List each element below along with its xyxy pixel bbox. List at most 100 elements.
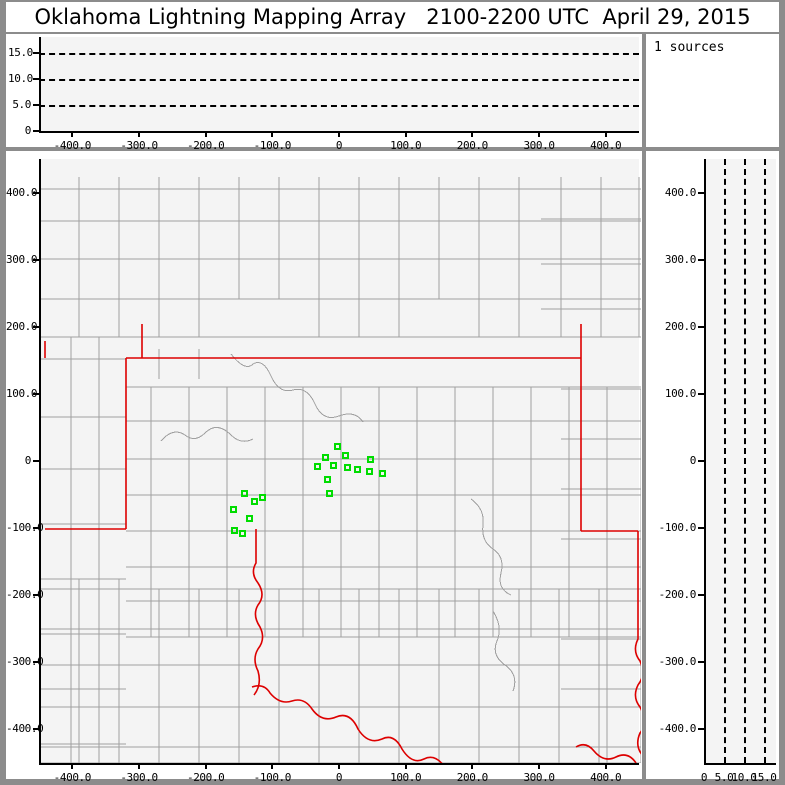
x-axis-tick-label: 0 xyxy=(700,771,708,784)
y-axis-tick-label: 200.0 xyxy=(6,319,38,333)
altitude-vs-east-west-panel[interactable]: 0 5.0 10.0 15.0 -400.0 -300.0 -200.0 -100.0 0 100… xyxy=(6,34,642,152)
x-axis-tick-label: 10.0 xyxy=(731,771,757,784)
map-geography xyxy=(41,177,641,763)
y-axis-tick-label: 400.0 xyxy=(6,185,38,199)
lma-source-marker xyxy=(314,462,322,470)
y-axis-tick-label: 100.0 xyxy=(6,386,38,400)
x-axis-tick-label: 300.0 xyxy=(523,139,555,152)
lma-source-marker xyxy=(365,467,373,475)
y-axis-tick-label: 15.0 xyxy=(8,45,33,59)
lma-source-marker xyxy=(366,456,374,464)
altitude-vs-north-south-panel[interactable]: -400.0 -300.0 -200.0 -100.0 0 100.0 200.0 300.0… xyxy=(646,151,779,784)
lma-source-marker xyxy=(322,454,330,462)
x-axis-tick xyxy=(471,763,474,769)
x-axis-tick-label: 0 xyxy=(335,139,343,152)
x-axis-tick-label: 5.0 xyxy=(714,771,734,784)
y-axis-tick xyxy=(698,325,705,328)
x-axis-tick-label: 100.0 xyxy=(390,771,422,784)
y-axis-tick-label: -400.0 xyxy=(6,722,44,736)
y-axis-tick-label: -400.0 xyxy=(658,722,697,736)
x-axis-tick-label: -300.0 xyxy=(120,139,158,152)
y-axis-tick xyxy=(33,527,40,530)
y-axis-tick-label: -100.0 xyxy=(658,521,697,535)
y-axis-tick xyxy=(698,392,705,395)
y-axis-tick xyxy=(33,594,40,597)
y-axis-tick-label: -200.0 xyxy=(658,588,697,602)
x-axis-tick xyxy=(204,763,207,769)
x-axis-tick xyxy=(538,763,540,769)
page-title: Oklahoma Lightning Mapping Array 2100-22… xyxy=(34,5,751,29)
y-axis-tick-label: 400.0 xyxy=(664,185,697,199)
y-axis-tick-label: 100.0 xyxy=(664,386,697,400)
y-axis-tick-label: 5.0 xyxy=(12,97,31,111)
x-axis-tick xyxy=(271,763,274,769)
lma-source-marker xyxy=(229,505,237,513)
y-axis-tick-label: -300.0 xyxy=(658,655,697,669)
x-axis-tick xyxy=(338,763,340,769)
x-axis-tick-label: 400.0 xyxy=(590,139,622,152)
y-axis-tick-label: 300.0 xyxy=(6,252,38,266)
y-axis-tick-label: 0 xyxy=(24,124,32,137)
y-axis-tick xyxy=(33,51,40,54)
lma-source-marker xyxy=(240,489,248,497)
y-axis-tick xyxy=(698,258,705,261)
x-axis-tick xyxy=(204,131,207,137)
x-axis-tick-label: 200.0 xyxy=(456,771,489,784)
lma-source-marker xyxy=(258,494,266,502)
x-axis-tick xyxy=(138,131,140,137)
y-axis-tick-label: 200.0 xyxy=(664,319,697,333)
altitude-vs-east-west-plot[interactable] xyxy=(39,37,639,131)
x-axis-tick xyxy=(404,131,407,137)
y-axis-tick-label: -300.0 xyxy=(6,655,44,669)
x-axis-tick-label: -100.0 xyxy=(253,771,292,784)
plan-view-map-plot[interactable] xyxy=(39,159,641,763)
title-bar: Oklahoma Lightning Mapping Array 2100-22… xyxy=(6,2,779,32)
gridline-vertical xyxy=(744,159,746,763)
y-axis-tick xyxy=(698,191,705,194)
y-axis-tick xyxy=(33,392,40,395)
y-axis-tick xyxy=(33,325,40,328)
x-axis-tick-label: 15.0 xyxy=(751,771,777,784)
y-axis-tick xyxy=(33,258,40,261)
gridline-vertical xyxy=(764,159,766,763)
lma-source-marker xyxy=(326,489,334,497)
y-axis-tick-label: 0 xyxy=(24,454,32,467)
gridline-vertical xyxy=(724,159,726,763)
plan-view-map-panel[interactable]: -400.0 -300.0 -200.0 -100.0 0 100.0 200.0 300.0… xyxy=(6,151,642,784)
lma-source-marker xyxy=(329,461,337,469)
y-axis-tick xyxy=(698,594,705,597)
lma-source-marker xyxy=(342,452,350,460)
gridline-horizontal xyxy=(39,104,639,107)
source-count-label: 1 sources xyxy=(654,40,725,55)
lma-source-marker xyxy=(324,476,332,484)
x-axis-tick xyxy=(604,131,607,137)
x-axis-tick-label: 0 xyxy=(335,771,343,784)
x-axis-tick-label: -200.0 xyxy=(186,771,225,784)
y-axis-tick xyxy=(33,460,40,462)
x-axis-tick xyxy=(604,763,607,769)
y-axis-tick xyxy=(33,661,40,664)
y-axis-tick xyxy=(33,130,40,132)
y-axis-tick-label: -100.0 xyxy=(6,521,44,535)
y-axis-tick xyxy=(33,77,40,80)
lma-source-marker xyxy=(245,514,253,522)
y-axis-tick-label: 300.0 xyxy=(664,252,697,266)
y-axis-tick xyxy=(33,191,40,194)
x-axis-tick xyxy=(71,131,74,137)
lma-source-marker xyxy=(250,497,258,505)
x-axis-tick-label: -400.0 xyxy=(53,139,92,152)
y-axis-tick xyxy=(698,728,705,731)
gridline-horizontal xyxy=(39,52,639,55)
x-axis-tick-label: -100.0 xyxy=(253,139,292,152)
x-axis-tick-label: -200.0 xyxy=(186,139,225,152)
y-axis-tick xyxy=(698,460,705,462)
x-axis-tick xyxy=(138,763,140,769)
y-axis-tick xyxy=(698,661,705,664)
lma-source-marker xyxy=(334,442,342,450)
x-axis-tick xyxy=(471,131,474,137)
x-axis-tick-label: 100.0 xyxy=(390,139,422,152)
x-axis-tick xyxy=(538,131,540,137)
y-axis-tick xyxy=(698,527,705,530)
x-axis-tick xyxy=(404,763,407,769)
